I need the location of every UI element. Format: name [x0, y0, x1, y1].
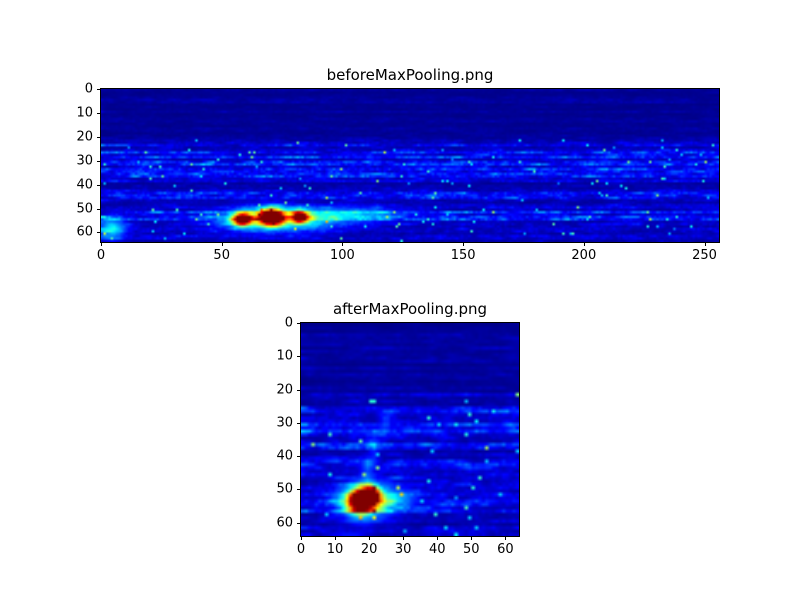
y-tick-mark: [297, 422, 301, 424]
x-tick-label: 50: [463, 542, 480, 557]
y-tick-label: 0: [284, 315, 293, 331]
x-tick-label: 150: [450, 248, 476, 263]
y-tick-label: 30: [276, 415, 293, 431]
y-tick-mark: [97, 89, 101, 90]
y-tick-label: 50: [276, 481, 293, 497]
x-tick-label: 50: [213, 248, 230, 263]
y-tick-mark: [97, 184, 101, 186]
after-plot-title: afterMaxPooling.png: [332, 300, 488, 318]
x-tick-mark: [463, 242, 465, 246]
y-tick-mark: [297, 356, 301, 358]
x-tick-mark: [301, 536, 302, 540]
y-tick-label: 50: [76, 201, 93, 217]
x-tick-label: 10: [326, 542, 344, 557]
x-tick-label: 60: [497, 542, 514, 557]
y-tick-label: 60: [276, 515, 293, 531]
x-tick-mark: [704, 242, 706, 246]
y-tick-mark: [297, 522, 301, 524]
y-tick-mark: [297, 456, 301, 458]
x-tick-mark: [369, 536, 371, 540]
x-tick-mark: [403, 536, 405, 540]
y-tick-mark: [297, 389, 301, 391]
y-tick-label: 40: [76, 177, 93, 193]
plot-after-maxpooling: afterMaxPooling.png 0 10 20 30 40 50 60 0 10 20 30…: [276, 300, 520, 556]
x-tick-mark: [101, 242, 102, 246]
x-tick-label: 100: [329, 248, 355, 263]
y-tick-label: 0: [84, 81, 93, 97]
x-tick-label: 0: [296, 542, 306, 557]
x-tick-mark: [342, 242, 344, 246]
after-heatmap-image: [301, 323, 519, 536]
x-tick-label: 40: [428, 542, 446, 557]
x-tick-mark: [335, 536, 337, 540]
y-tick-label: 10: [276, 348, 293, 364]
y-tick-label: 20: [276, 382, 293, 398]
y-tick-mark: [97, 232, 101, 234]
before-plot-title: beforeMaxPooling.png: [326, 66, 494, 84]
x-tick-mark: [437, 536, 439, 540]
before-heatmap-image: [101, 89, 719, 242]
y-tick-mark: [297, 489, 301, 491]
x-tick-mark: [221, 242, 223, 246]
y-tick-mark: [97, 112, 101, 114]
y-tick-label: 20: [76, 129, 93, 145]
y-tick-label: 10: [76, 105, 93, 121]
y-tick-label: 60: [76, 224, 93, 240]
plot-before-maxpooling: beforeMaxPooling.png 0 50 100 150 200 250 0 10 2…: [76, 66, 720, 262]
x-tick-label: 250: [692, 248, 717, 263]
y-tick-label: 40: [276, 448, 293, 464]
y-tick-label: 30: [76, 153, 93, 169]
x-tick-mark: [505, 536, 507, 540]
x-tick-label: 0: [96, 248, 106, 263]
y-tick-mark: [297, 323, 301, 324]
x-tick-label: 30: [394, 542, 412, 557]
x-tick-label: 200: [571, 248, 597, 263]
y-tick-mark: [97, 160, 101, 162]
x-tick-label: 20: [360, 542, 378, 557]
x-tick-mark: [583, 242, 585, 246]
x-tick-mark: [471, 536, 473, 540]
y-tick-mark: [97, 136, 101, 138]
y-tick-mark: [97, 208, 101, 210]
